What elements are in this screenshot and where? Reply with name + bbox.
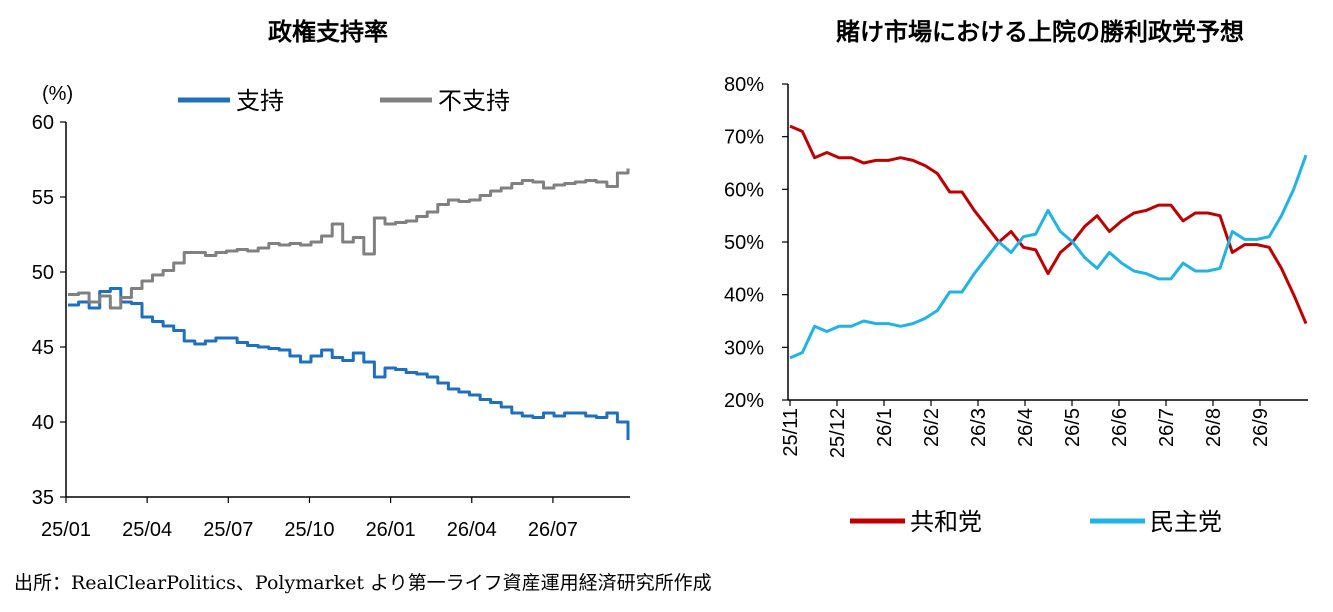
left-x-tick-label: 25/04 xyxy=(122,519,172,541)
left-legend-label-approve: 支持 xyxy=(236,87,284,115)
right-x-tick-label: 26/9 xyxy=(1250,408,1272,447)
right-series-line-democrat xyxy=(789,154,1308,360)
source-note: 出所：RealClearPolitics、Polymarket より第一ライフ資… xyxy=(14,572,712,594)
right-x-tick-label: 26/6 xyxy=(1109,408,1131,447)
left-unit-label: (%) xyxy=(42,83,73,105)
left-x-tick-label: 26/04 xyxy=(447,519,497,541)
right-series-line-republican xyxy=(789,124,1308,325)
right-y-tick-label: 30% xyxy=(724,337,764,359)
right-y-tick-label: 40% xyxy=(724,285,764,307)
right-y-tick-label: 60% xyxy=(724,179,764,201)
left-x-tick-label: 25/01 xyxy=(41,519,91,541)
left-legend-label-disapprove: 不支持 xyxy=(438,87,510,115)
right-x-tick-label: 26/3 xyxy=(968,408,990,447)
left-x-tick-label: 26/07 xyxy=(528,519,578,541)
left-chart-title: 政権支持率 xyxy=(268,18,388,46)
left-y-tick-label: 50 xyxy=(32,262,54,284)
left-x-tick-label: 25/07 xyxy=(203,519,253,541)
right-x-tick-label: 25/12 xyxy=(827,408,849,458)
left-x-tick-label: 26/01 xyxy=(366,519,416,541)
left-y-tick-label: 40 xyxy=(32,412,54,434)
left-y-tick-label: 45 xyxy=(32,337,54,359)
right-y-tick-label: 70% xyxy=(724,127,764,149)
right-x-tick-label: 26/4 xyxy=(1015,408,1037,447)
left-series-line-approve xyxy=(68,287,630,440)
right-legend: 共和党 民主党 xyxy=(850,508,1222,536)
left-legend: 支持 不支持 xyxy=(178,87,510,115)
right-x-tick-label: 26/7 xyxy=(1156,408,1178,447)
right-x-tick-label: 26/1 xyxy=(874,408,896,447)
left-series-line-disapprove xyxy=(68,168,630,310)
right-chart-title: 賭け市場における上院の勝利政党予想 xyxy=(836,18,1244,46)
right-plot-area: 20% 30% 40% 50% 60% 70% 80% 25/11 25/12 26/1 26/2 2… xyxy=(724,74,1308,458)
right-y-tick-label: 50% xyxy=(724,232,764,254)
left-plot-area: 35 40 45 50 55 60 25/01 25/04 25/07 25/10 26/01 26/… xyxy=(32,112,630,541)
right-x-tick-label: 25/11 xyxy=(780,408,802,457)
right-legend-label-democrat: 民主党 xyxy=(1150,508,1222,536)
left-x-tick-label: 25/10 xyxy=(284,519,334,541)
right-y-tick-label: 20% xyxy=(724,390,764,412)
right-x-tick-label: 26/2 xyxy=(921,408,943,447)
right-legend-label-republican: 共和党 xyxy=(910,508,982,536)
right-x-tick-label: 26/8 xyxy=(1203,408,1225,447)
right-x-tick-label: 26/5 xyxy=(1062,408,1084,447)
left-y-tick-label: 60 xyxy=(32,112,54,134)
left-y-tick-label: 35 xyxy=(32,487,54,509)
left-y-tick-label: 55 xyxy=(32,187,54,209)
right-y-tick-label: 80% xyxy=(724,74,764,96)
